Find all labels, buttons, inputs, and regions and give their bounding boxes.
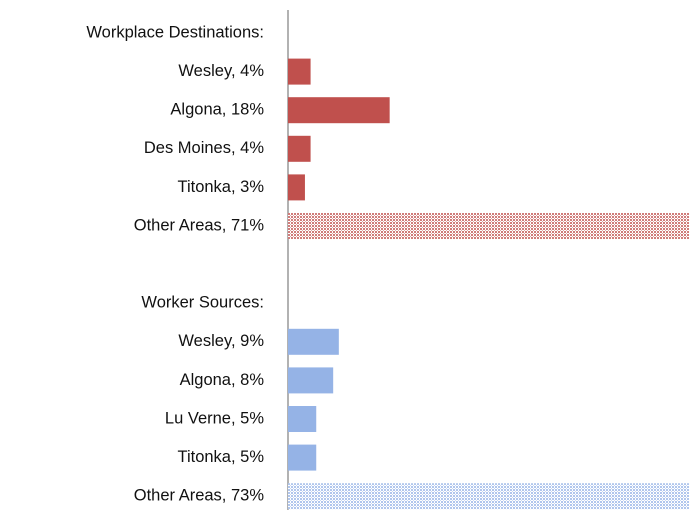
category-label: Lu Verne, 5% bbox=[165, 409, 264, 427]
bar bbox=[288, 444, 317, 471]
bar bbox=[288, 328, 339, 355]
bar bbox=[288, 135, 311, 162]
group-label: Worker Sources: bbox=[141, 294, 264, 312]
category-label: Algona, 8% bbox=[180, 371, 265, 389]
category-label: Wesley, 4% bbox=[178, 62, 264, 80]
group-label: Workplace Destinations: bbox=[86, 23, 264, 41]
bar bbox=[288, 367, 334, 394]
bar bbox=[288, 213, 689, 239]
bar bbox=[288, 406, 317, 432]
category-label: Titonka, 3% bbox=[177, 178, 264, 196]
category-label: Titonka, 5% bbox=[177, 448, 264, 466]
category-label: Other Areas, 73% bbox=[134, 487, 265, 505]
category-label: Algona, 18% bbox=[170, 101, 264, 119]
bar bbox=[288, 97, 390, 124]
category-label: Other Areas, 71% bbox=[134, 216, 265, 234]
bar bbox=[288, 58, 311, 85]
category-label: Wesley, 9% bbox=[178, 332, 264, 350]
bar bbox=[288, 483, 689, 510]
category-label: Des Moines, 4% bbox=[144, 139, 264, 157]
bar bbox=[288, 174, 305, 201]
